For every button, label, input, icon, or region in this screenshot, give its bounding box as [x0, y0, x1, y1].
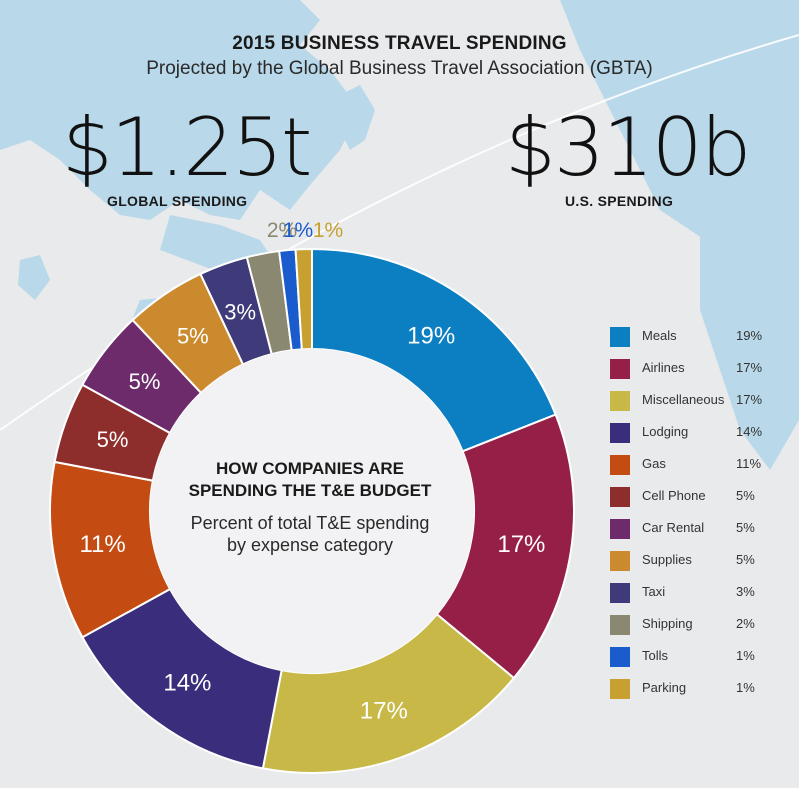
legend-swatch — [610, 487, 630, 507]
legend-value: 1% — [736, 680, 755, 695]
global-spending-label: GLOBAL SPENDING — [107, 193, 248, 209]
legend-swatch — [610, 519, 630, 539]
legend-value: 11% — [736, 456, 762, 471]
legend-value: 17% — [736, 360, 763, 375]
chart-title: 2015 BUSINESS TRAVEL SPENDING — [232, 33, 567, 54]
legend: Meals 19% Airlines 17% Miscellaneous 17% Lodgi… — [610, 322, 795, 706]
legend-name: Parking — [642, 680, 687, 695]
legend-name: Meals — [642, 328, 677, 343]
slice-label-tolls: 1% — [283, 219, 313, 242]
center-subtitle-line-2: by expense category — [226, 535, 394, 555]
legend-item: Tolls 1% — [610, 642, 795, 674]
legend-name: Lodging — [642, 424, 689, 439]
us-spending-value: $310b — [505, 101, 751, 194]
legend-item: Supplies 5% — [610, 546, 795, 578]
legend-value: 3% — [736, 584, 755, 599]
legend-name: Shipping — [642, 616, 693, 631]
legend-value: 14% — [736, 424, 763, 439]
slice-labels: 19%17%17%14%11%5%5%5%3%2%1% 1% — [79, 219, 545, 724]
slice-label-miscellaneous: 17% — [360, 697, 408, 724]
legend-item: Cell Phone 5% — [610, 482, 795, 514]
global-spending-value: $1.25t — [62, 101, 312, 194]
legend-swatch — [610, 647, 630, 667]
legend-swatch — [610, 615, 630, 635]
legend-item: Parking 1% — [610, 674, 795, 706]
legend-name: Tolls — [642, 648, 669, 663]
slice-label-supplies: 5% — [177, 324, 209, 349]
legend-swatch — [610, 455, 630, 475]
legend-name: Gas — [642, 456, 666, 471]
slice-label-lodging: 14% — [163, 670, 211, 697]
legend-item: Taxi 3% — [610, 578, 795, 610]
legend-swatch — [610, 359, 630, 379]
center-title: HOW COMPANIES ARE SPENDING THE T&E BUDGE… — [150, 458, 470, 502]
legend-name: Airlines — [642, 360, 685, 375]
legend-name: Supplies — [642, 552, 692, 567]
donut-center — [150, 349, 474, 673]
legend-item: Miscellaneous 17% — [610, 386, 795, 418]
legend-value: 5% — [736, 552, 755, 567]
legend-item: Lodging 14% — [610, 418, 795, 450]
center-title-line-1: HOW COMPANIES ARE — [216, 459, 404, 478]
us-spending-label: U.S. SPENDING — [565, 193, 674, 209]
legend-name: Cell Phone — [642, 488, 706, 503]
legend-swatch — [610, 679, 630, 699]
slice-label-meals: 19% — [407, 323, 455, 350]
legend-swatch — [610, 327, 630, 347]
legend-value: 5% — [736, 520, 755, 535]
center-subtitle: Percent of total T&E spending by expense… — [150, 512, 470, 556]
center-subtitle-line-1: Percent of total T&E spending — [190, 513, 430, 533]
slice-label-taxi: 3% — [224, 300, 256, 325]
legend-value: 5% — [736, 488, 755, 503]
legend-value: 1% — [736, 648, 755, 663]
slice-label-car-rental: 5% — [129, 369, 161, 394]
legend-item: Gas 11% — [610, 450, 795, 482]
legend-name: Car Rental — [642, 520, 705, 535]
slice-label-cell-phone: 5% — [97, 427, 129, 452]
legend-item: Car Rental 5% — [610, 514, 795, 546]
legend-item: Airlines 17% — [610, 354, 795, 386]
legend-swatch — [610, 583, 630, 603]
legend-value: 19% — [736, 328, 763, 343]
legend-name: Miscellaneous — [642, 392, 725, 407]
legend-value: 2% — [736, 616, 755, 631]
legend-swatch — [610, 391, 630, 411]
center-title-line-2: SPENDING THE T&E BUDGET — [188, 481, 432, 500]
legend-item: Meals 19% — [610, 322, 795, 354]
slice-label-airlines: 17% — [497, 531, 545, 558]
legend-name: Taxi — [642, 584, 666, 599]
chart-subtitle: Projected by the Global Business Travel … — [146, 58, 653, 79]
donut-slices — [49, 247, 575, 774]
legend-item: Shipping 2% — [610, 610, 795, 642]
legend-value: 17% — [736, 392, 763, 407]
slice-label-shipping: 2% — [267, 219, 297, 242]
slice-label-parking: 1% — [313, 219, 343, 242]
legend-swatch — [610, 551, 630, 571]
legend-swatch — [610, 423, 630, 443]
slice-label-gas: 11% — [79, 531, 125, 558]
